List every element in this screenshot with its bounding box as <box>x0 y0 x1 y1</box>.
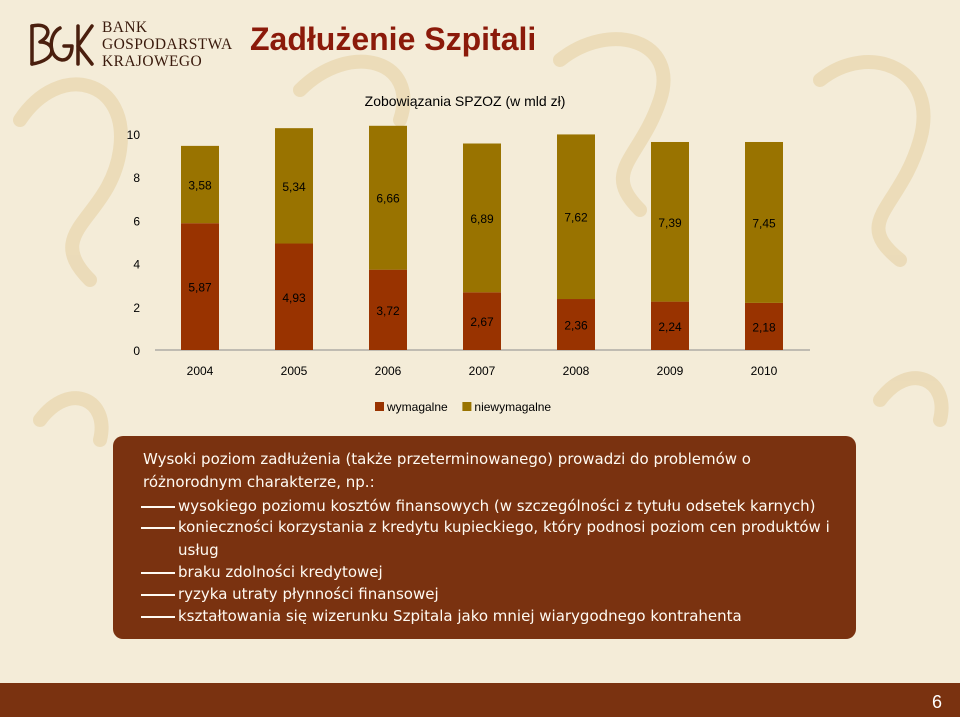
bar-wymagalne-2009 <box>651 301 689 350</box>
bullet-text: wysokiego poziomu kosztów finansowych (w… <box>178 497 816 515</box>
data-label: 3,72 <box>376 304 400 318</box>
dash-bullet-icon <box>141 594 175 596</box>
dash-bullet-icon <box>141 506 175 508</box>
background-pattern <box>13 32 949 447</box>
chart-legend: wymagalne niewymagalne <box>375 400 551 414</box>
bar-niewymagalne-2008 <box>557 134 595 300</box>
y-tick-label: 2 <box>133 301 140 315</box>
legend-label: niewymagalne <box>474 400 551 414</box>
y-tick-label: 8 <box>133 171 140 185</box>
y-tick-label: 4 <box>133 258 140 272</box>
legend-swatch <box>462 402 472 411</box>
x-tick-label: 2010 <box>751 364 778 378</box>
bank-logo: BANK GOSPODARSTWA KRAJOWEGO <box>26 18 236 70</box>
bullet-text: ryzyka utraty płynności finansowej <box>178 585 439 603</box>
data-label: 5,34 <box>282 180 306 194</box>
data-label: 4,93 <box>282 291 306 305</box>
bar-series: 5,87 3,58 4,93 5,34 3,72 6,66 2,67 6,89 2,36 7,62… <box>181 125 783 350</box>
data-label: 5,87 <box>188 281 212 295</box>
bar-niewymagalne-2004 <box>181 145 219 224</box>
bullet-text: braku zdolności kredytowej <box>178 563 383 581</box>
page-title: Zadłużenie Szpitali <box>250 21 537 57</box>
x-tick-label: 2004 <box>187 364 214 378</box>
bullet-text: konieczności korzystania z kredytu kupie… <box>178 518 830 559</box>
data-label: 3,58 <box>188 179 212 193</box>
page-number: 6 <box>931 692 942 712</box>
x-tick-label: 2006 <box>375 364 402 378</box>
x-tick-label: 2007 <box>469 364 496 378</box>
bar-wymagalne-2010 <box>745 302 783 350</box>
bar-wymagalne-2007 <box>463 292 501 350</box>
x-tick-label: 2009 <box>657 364 684 378</box>
data-label: 7,39 <box>658 216 682 230</box>
bar-niewymagalne-2009 <box>651 141 689 302</box>
bar-niewymagalne-2010 <box>745 141 783 303</box>
x-tick-label: 2008 <box>563 364 590 378</box>
chart-title: Zobowiązania SPZOZ (w mld zł) <box>365 93 566 109</box>
x-axis: 2004 2005 2006 2007 2008 2009 2010 <box>187 364 778 378</box>
dash-bullet-icon <box>141 527 175 529</box>
y-axis: 0 2 4 6 8 10 <box>127 128 141 358</box>
bar-wymagalne-2008 <box>557 299 595 350</box>
bgk-monogram-icon <box>30 23 94 66</box>
data-label: 7,45 <box>752 216 776 230</box>
info-box-intro: Wysoki poziom zadłużenia (także przeterm… <box>143 450 751 491</box>
data-label: 6,66 <box>376 192 400 206</box>
data-label: 7,62 <box>564 211 588 225</box>
logo-line-gospodarstwa: GOSPODARSTWA <box>102 36 233 53</box>
y-tick-label: 0 <box>133 344 140 358</box>
bar-wymagalne-2004 <box>181 223 219 350</box>
bullet-text: kształtowania się wizerunku Szpitala jak… <box>178 607 742 625</box>
dash-bullet-icon <box>141 572 175 574</box>
stacked-bar-chart: Zobowiązania SPZOZ (w mld zł) 0 2 4 6 8 10 5,… <box>127 93 810 414</box>
data-label: 2,24 <box>658 320 682 334</box>
data-label: 2,67 <box>470 315 494 329</box>
legend-swatch <box>375 402 384 411</box>
x-tick-label: 2005 <box>281 364 308 378</box>
bar-niewymagalne-2007 <box>463 143 501 293</box>
info-box: Wysoki poziom zadłużenia (także przeterm… <box>113 436 856 639</box>
data-label: 2,18 <box>752 320 776 334</box>
y-tick-label: 10 <box>127 128 141 142</box>
bar-wymagalne-2006 <box>369 269 407 350</box>
data-label: 6,89 <box>470 212 494 226</box>
data-label: 2,36 <box>564 319 588 333</box>
legend-label: wymagalne <box>386 400 448 414</box>
footer-bar: 6 <box>0 683 960 717</box>
dash-bullet-icon <box>141 616 175 618</box>
y-tick-label: 6 <box>133 214 140 228</box>
bar-wymagalne-2005 <box>275 243 313 350</box>
bar-niewymagalne-2006 <box>369 125 407 270</box>
bar-niewymagalne-2005 <box>275 128 313 244</box>
logo-line-bank: BANK <box>102 19 148 36</box>
logo-line-krajowego: KRAJOWEGO <box>102 53 203 70</box>
